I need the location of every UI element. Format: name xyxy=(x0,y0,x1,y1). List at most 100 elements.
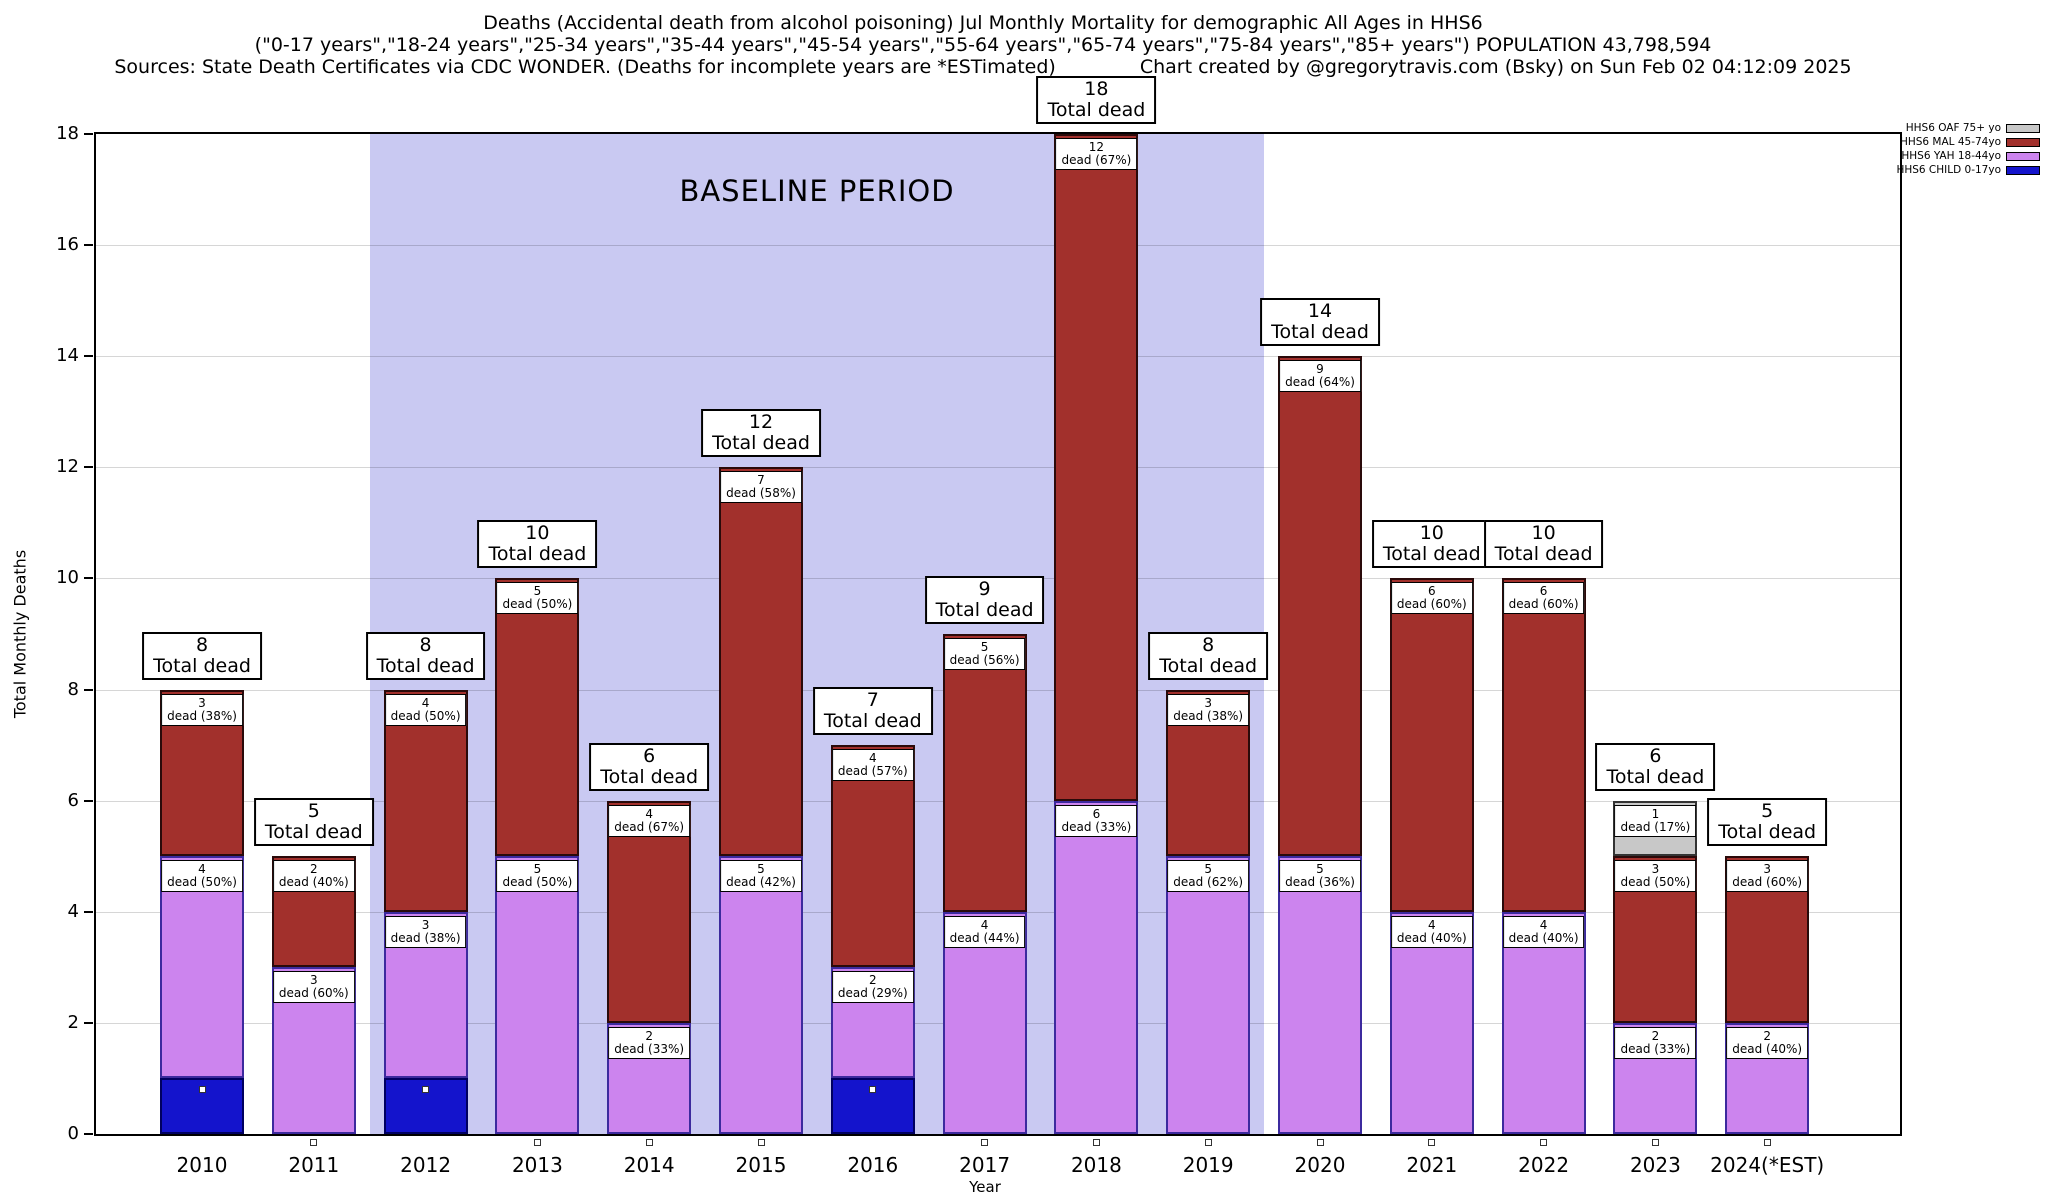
child-series-marker xyxy=(1651,1138,1659,1146)
x-tick-label-2017: 2017 xyxy=(959,1153,1011,1177)
segment-label-count: 4 xyxy=(868,751,877,766)
segment-label-detail: dead (60%) xyxy=(278,986,349,1001)
total-label: 12 Total dead xyxy=(701,409,821,458)
segment-label-detail: dead (38%) xyxy=(390,930,461,945)
bar-segment-yah xyxy=(1278,856,1362,1134)
segment-label: 6 dead (60%) xyxy=(1502,582,1585,615)
total-label-count: 10 xyxy=(1531,522,1556,545)
child-series-marker xyxy=(198,1086,206,1094)
chart-title-line1: Deaths (Accidental death from alcohol po… xyxy=(483,12,1483,34)
segment-label: 3 dead (38%) xyxy=(384,915,467,948)
x-tick-label-2020: 2020 xyxy=(1294,1153,1346,1177)
bar-segment-mal xyxy=(1054,134,1139,801)
y-tick-label: 14 xyxy=(56,345,79,367)
bar-segment-yah xyxy=(1054,800,1139,1134)
bar-segment-mal xyxy=(830,745,915,968)
segment-label: 4 dead (50%) xyxy=(384,693,467,726)
segment-label-detail: dead (60%) xyxy=(1396,597,1467,612)
segment-label-detail: dead (40%) xyxy=(1396,930,1467,945)
segment-label-detail: dead (42%) xyxy=(726,875,796,890)
x-tick-label-2016: 2016 xyxy=(847,1153,899,1177)
segment-label: 3 dead (50%) xyxy=(1614,860,1697,893)
legend-swatch xyxy=(2006,152,2040,161)
total-label-caption: Total dead xyxy=(1718,821,1817,844)
legend-swatch xyxy=(2006,124,2040,133)
segment-label-detail: dead (60%) xyxy=(1508,597,1579,612)
y-tick-label: 4 xyxy=(67,900,79,922)
y-tick-label: 16 xyxy=(56,234,79,256)
segment-label-detail: dead (62%) xyxy=(1173,875,1244,890)
total-label-caption: Total dead xyxy=(1271,321,1369,344)
child-series-marker xyxy=(1316,1138,1324,1146)
segment-label-detail: dead (50%) xyxy=(502,597,573,612)
y-tick xyxy=(84,133,93,135)
bar-segment-yah xyxy=(160,856,244,1079)
x-tick-label-2023: 2023 xyxy=(1629,1153,1681,1177)
segment-label-detail: dead (67%) xyxy=(1061,153,1132,167)
x-tick-label-2022: 2022 xyxy=(1518,1153,1570,1177)
plot-area: BASELINE PERIOD 4 dead (50%) 3 dead (38%) 8 T… xyxy=(94,76,1902,1146)
segment-label-count: 5 xyxy=(757,862,765,877)
segment-label: 3 dead (38%) xyxy=(161,693,243,726)
segment-label-detail: dead (67%) xyxy=(614,819,685,834)
segment-label: 4 dead (57%) xyxy=(831,749,914,782)
segment-label-detail: dead (33%) xyxy=(1620,1041,1691,1056)
x-tick-label-2014: 2014 xyxy=(623,1153,675,1177)
y-tick-label: 6 xyxy=(67,789,79,811)
segment-label: 4 dead (50%) xyxy=(161,860,243,893)
bar-segment-mal xyxy=(719,467,803,857)
total-label: 6 Total dead xyxy=(589,742,710,791)
child-series-marker xyxy=(1204,1138,1212,1146)
bar-segment-yah xyxy=(942,911,1027,1134)
bar-segment-mal xyxy=(607,800,692,1023)
total-label-count: 9 xyxy=(978,578,991,600)
segment-label-detail: dead (50%) xyxy=(390,708,461,723)
segment-label: 6 dead (60%) xyxy=(1390,582,1473,615)
total-label-count: 7 xyxy=(866,689,879,712)
child-series-marker xyxy=(1540,1138,1548,1146)
y-axis: 0 2 4 6 8 10 12 14 16 18 xyxy=(0,123,93,1144)
segment-label-count: 4 xyxy=(645,806,654,821)
segment-label-count: 5 xyxy=(1204,862,1213,877)
segment-label-detail: dead (60%) xyxy=(1732,875,1803,890)
child-series-marker xyxy=(422,1086,430,1094)
legend-swatch xyxy=(2006,166,2040,175)
x-tick-label-2019: 2019 xyxy=(1182,1153,1234,1177)
total-label: 18 Total dead xyxy=(1036,76,1157,124)
total-label-caption: Total dead xyxy=(1159,654,1258,677)
y-tick xyxy=(84,799,93,802)
total-label: 10 Total dead xyxy=(1483,520,1604,569)
total-label-count: 12 xyxy=(748,411,774,434)
bar-segment-mal xyxy=(383,689,468,912)
legend-label: HHS6 CHILD 0-17yo xyxy=(1896,164,2001,176)
x-axis-title: Year xyxy=(969,1178,1001,1196)
chart-title-line2: ("0-17 years","18-24 years","25-34 years… xyxy=(254,34,1712,56)
chart-header: Deaths (Accidental death from alcohol po… xyxy=(0,12,1966,78)
y-tick xyxy=(84,466,93,469)
total-label-caption: Total dead xyxy=(935,599,1034,621)
segment-label: 6 dead (33%) xyxy=(1055,804,1138,837)
segment-label-count: 3 xyxy=(1763,862,1772,877)
segment-label-detail: dead (56%) xyxy=(949,653,1020,667)
segment-label-detail: dead (33%) xyxy=(1061,819,1132,834)
total-label-count: 5 xyxy=(1761,800,1774,823)
segment-label-detail: dead (44%) xyxy=(949,930,1020,945)
segment-label-count: 9 xyxy=(1316,362,1324,377)
segment-label-count: 4 xyxy=(421,695,430,710)
segment-label-count: 7 xyxy=(757,473,765,488)
y-tick-label: 12 xyxy=(56,456,79,478)
total-label: 5 Total dead xyxy=(253,798,374,847)
segment-label-count: 2 xyxy=(645,1028,654,1043)
segment-label-count: 5 xyxy=(1316,862,1324,877)
segment-label-count: 3 xyxy=(309,973,318,988)
total-label: 10 Total dead xyxy=(1371,520,1492,569)
x-tick-label-2015: 2015 xyxy=(735,1153,787,1177)
legend-row: HHS6 OAF 75+ yo xyxy=(1896,123,2040,134)
segment-label-detail: dead (40%) xyxy=(1732,1041,1803,1056)
total-label-caption: Total dead xyxy=(823,710,922,733)
segment-label: 9 dead (64%) xyxy=(1279,360,1361,393)
y-tick-label: 10 xyxy=(56,567,79,589)
segment-label: 3 dead (60%) xyxy=(272,971,355,1004)
segment-label: 3 dead (38%) xyxy=(1167,693,1250,726)
y-tick-label: 0 xyxy=(67,1123,79,1144)
